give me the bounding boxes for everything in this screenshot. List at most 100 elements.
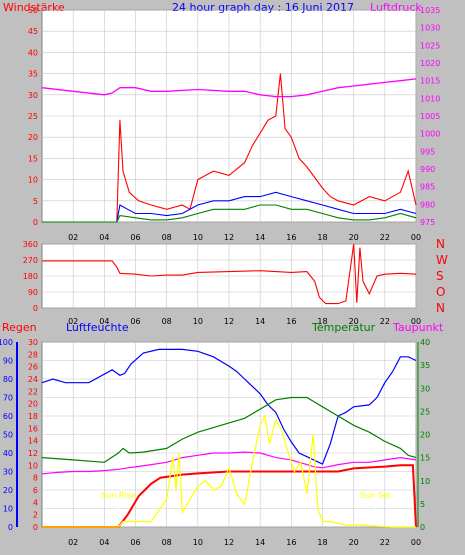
y-tick-label-temperature: 5 [420, 500, 425, 509]
compass-label-N: N [436, 237, 445, 251]
y-tick-label-wind: 5 [33, 197, 38, 206]
y-tick-label-wind: 50 [28, 6, 38, 15]
y-tick-label-wind: 20 [28, 133, 38, 142]
x-tick-label-16: 16 [286, 233, 296, 242]
x-tick-label-08: 08 [162, 538, 172, 547]
series-line-temperatur [41, 396, 417, 463]
y-tick-label-rain: 6 [33, 486, 38, 495]
y-tick-label-rain: 24 [28, 375, 38, 384]
series-line-3 [41, 78, 417, 98]
x-tick-label-14: 14 [255, 233, 265, 242]
y-tick-label-rain: 26 [28, 363, 38, 372]
x-tick-label-12: 12 [224, 233, 234, 242]
x-tick-label-00: 00 [411, 317, 421, 326]
y-tick-label-pressure: 985 [420, 183, 435, 192]
x-tick-label-00: 00 [411, 233, 421, 242]
y-tick-label-rain: 20 [28, 400, 38, 409]
y-tick-label-pressure: 975 [420, 218, 435, 227]
chart-title: 24 hour graph day : 16 Juni 2017 [172, 1, 354, 14]
x-tick-label-04: 04 [99, 233, 109, 242]
x-tick-label-16: 16 [286, 538, 296, 547]
direction-line-0 [42, 243, 417, 305]
x-tick-label-14: 14 [255, 317, 265, 326]
y-tick-label-wind: 15 [28, 154, 38, 163]
y-tick-label-rain: 18 [28, 412, 38, 421]
y-tick-label-wind: 35 [28, 70, 38, 79]
y-tick-label-humidity: 60 [3, 412, 13, 421]
y-tick-label-temperature: 10 [420, 477, 430, 486]
y-tick-label-temperature: 0 [420, 523, 425, 532]
x-tick-label-00: 00 [411, 538, 421, 547]
right-axis-label-luftdruck: Luftdruck [370, 1, 422, 14]
series-line-0 [42, 73, 417, 223]
y-tick-label-rain: 4 [33, 498, 38, 507]
x-tick-label-22: 22 [380, 317, 390, 326]
y-tick-label-temperature: 40 [420, 338, 430, 347]
x-tick-label-12: 12 [224, 538, 234, 547]
x-tick-label-22: 22 [380, 233, 390, 242]
x-tick-label-18: 18 [317, 538, 327, 547]
legend-regen: Regen [2, 321, 37, 334]
y-tick-label-humidity: 10 [3, 505, 13, 514]
x-tick-label-02: 02 [68, 317, 78, 326]
y-tick-label-pressure: 990 [420, 165, 435, 174]
x-tick-label-18: 18 [317, 317, 327, 326]
y-tick-label-pressure: 1010 [420, 94, 440, 103]
x-tick-label-20: 20 [349, 538, 359, 547]
y-tick-label-humidity: 20 [3, 486, 13, 495]
x-tick-label-16: 16 [286, 317, 296, 326]
y-tick-label-direction: 90 [28, 288, 38, 297]
y-tick-label-rain: 22 [28, 387, 38, 396]
legend-temperatur: Temperatur [311, 321, 376, 334]
y-tick-label-humidity: 80 [3, 375, 13, 384]
y-tick-label-temperature: 30 [420, 384, 430, 393]
compass-label-O: O [436, 285, 445, 299]
y-tick-label-humidity: 100 [0, 338, 13, 347]
y-tick-label-wind: 45 [28, 27, 38, 36]
series-line-taupunkt [41, 451, 417, 475]
x-tick-label-20: 20 [349, 317, 359, 326]
y-tick-label-rain: 28 [28, 350, 38, 359]
y-tick-label-rain: 8 [33, 474, 38, 483]
x-tick-label-04: 04 [99, 538, 109, 547]
y-tick-label-rain: 14 [28, 437, 38, 446]
y-tick-label-wind: 30 [28, 91, 38, 100]
series-line-2 [42, 204, 417, 223]
y-tick-label-temperature: 20 [420, 431, 430, 440]
compass-label-S: S [436, 269, 444, 283]
y-tick-label-pressure: 995 [420, 147, 435, 156]
x-tick-label-04: 04 [99, 317, 109, 326]
compass-label-N: N [436, 301, 445, 315]
y-tick-label-rain: 10 [28, 461, 38, 470]
panel-wind-pressure: 0510152025303540455097598098599099510001… [28, 6, 441, 242]
y-tick-label-wind: 10 [28, 176, 38, 185]
y-tick-label-humidity: 70 [3, 394, 13, 403]
y-tick-label-wind: 25 [28, 112, 38, 121]
y-tick-label-direction: 0 [33, 304, 38, 313]
x-tick-label-12: 12 [224, 317, 234, 326]
y-tick-label-pressure: 1015 [420, 77, 440, 86]
y-tick-label-pressure: 1000 [420, 130, 440, 139]
annotation-0: Sun Rise [101, 491, 136, 500]
y-tick-label-humidity: 90 [3, 357, 13, 366]
y-tick-label-rain: 16 [28, 424, 38, 433]
legend-luftfeuchte: Luftfeuchte [66, 321, 129, 334]
x-tick-label-02: 02 [68, 538, 78, 547]
x-tick-label-08: 08 [162, 233, 172, 242]
series-line-regen [42, 464, 417, 528]
x-tick-label-18: 18 [317, 233, 327, 242]
y-tick-label-pressure: 1025 [420, 41, 440, 50]
y-tick-label-wind: 0 [33, 218, 38, 227]
series-line-sonne [42, 414, 416, 528]
x-tick-label-10: 10 [193, 233, 203, 242]
y-tick-label-rain: 30 [28, 338, 38, 347]
x-tick-label-10: 10 [193, 317, 203, 326]
y-tick-label-pressure: 1020 [420, 59, 440, 68]
y-tick-label-temperature: 25 [420, 407, 430, 416]
x-tick-label-06: 06 [130, 538, 140, 547]
y-tick-label-humidity: 30 [3, 468, 13, 477]
y-tick-label-wind: 40 [28, 48, 38, 57]
x-tick-label-06: 06 [130, 317, 140, 326]
x-tick-label-20: 20 [349, 233, 359, 242]
annotation-1: Sun Set [360, 491, 391, 500]
